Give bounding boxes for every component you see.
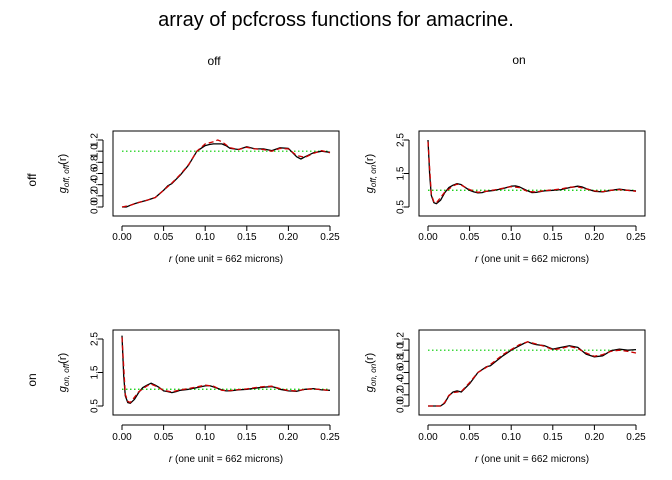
estimate-line <box>427 141 637 204</box>
x-tick-label: 0.10 <box>501 432 521 443</box>
y-axis-label: goff, on(r) <box>364 154 378 193</box>
y-tick-label: 0.6 <box>90 166 101 180</box>
y-tick-label: 1.5 <box>396 166 407 180</box>
estimate-line <box>428 341 637 407</box>
x-tick-label: 0.00 <box>418 232 438 243</box>
panel-on-off: 0.00 0.05 0.10 0.15 0.20 0.25 0.5 1.5 2.5 r (one … <box>57 329 340 465</box>
x-axis-label: r (one unit = 662 microns) <box>475 254 589 265</box>
y-tick-label: 0.2 <box>90 188 101 202</box>
y-tick-label: 0.0 <box>90 200 101 214</box>
y-tick-label: 0.8 <box>396 354 407 368</box>
x-tick-label: 0.25 <box>320 232 340 243</box>
y-tick-label: 1.2 <box>90 133 101 147</box>
x-tick-label: 0.05 <box>154 432 174 443</box>
y-tick-label: 0.4 <box>90 177 101 191</box>
x-axis-label: r (one unit = 662 microns) <box>169 454 283 465</box>
figure-title: array of pcfcross functions for amacrine… <box>158 9 514 31</box>
x-tick-label: 0.20 <box>279 432 299 443</box>
panel-on-on: 0.00 0.05 0.10 0.15 0.20 0.250.00.20.40.60.81… <box>364 329 646 465</box>
x-tick-label: 0.20 <box>279 232 299 243</box>
y-tick-label: 0.4 <box>396 376 407 390</box>
x-tick-label: 0.10 <box>501 232 521 243</box>
observed-line <box>121 335 331 404</box>
y-tick-label: 1.5 <box>90 365 101 379</box>
y-tick-label: 0.6 <box>396 365 407 379</box>
x-tick-label: 0.20 <box>585 432 605 443</box>
y-tick-label: 0.0 <box>396 399 407 413</box>
row-label-off: off <box>25 173 39 187</box>
x-tick-label: 0.25 <box>320 432 340 443</box>
y-tick-label: 2.5 <box>90 332 101 346</box>
x-tick-label: 0.15 <box>543 232 563 243</box>
x-tick-label: 0.00 <box>112 232 132 243</box>
y-tick-label: 1.0 <box>90 144 101 158</box>
y-axis-label: gon, off(r) <box>57 353 71 392</box>
y-tick-label: 0.5 <box>396 200 407 214</box>
observed-line <box>428 341 637 407</box>
plot-frame <box>112 329 340 416</box>
observed-line <box>427 139 637 205</box>
y-tick-label: 1.2 <box>396 332 407 346</box>
x-axis-label: r (one unit = 662 microns) <box>169 254 283 265</box>
panel-off-on: 0.00 0.05 0.10 0.15 0.20 0.25 0.5 1.5 2.5 r (one … <box>364 130 646 265</box>
x-tick-label: 0.10 <box>195 232 215 243</box>
x-tick-label: 0.05 <box>460 232 480 243</box>
column-label-on: on <box>512 53 525 67</box>
column-label-off: off <box>207 54 221 68</box>
plot-frame <box>112 130 340 217</box>
x-tick-label: 0.20 <box>585 232 605 243</box>
x-tick-label: 0.15 <box>237 232 257 243</box>
y-axis-label: gon, on(r) <box>364 353 378 392</box>
x-axis-label: r (one unit = 662 microns) <box>475 454 589 465</box>
estimate-line <box>121 337 331 404</box>
x-tick-label: 0.05 <box>154 232 174 243</box>
y-axis-label: goff, off(r) <box>57 154 71 193</box>
y-tick-label: 0.8 <box>90 155 101 169</box>
plot-frame <box>418 329 646 416</box>
x-tick-label: 0.10 <box>195 432 215 443</box>
x-tick-label: 0.25 <box>626 432 646 443</box>
x-tick-label: 0.05 <box>460 432 480 443</box>
x-tick-label: 0.00 <box>418 432 438 443</box>
y-tick-label: 1.0 <box>396 343 407 357</box>
row-label-on: on <box>25 373 39 386</box>
y-tick-label: 2.5 <box>396 133 407 147</box>
y-tick-label: 0.5 <box>90 399 101 413</box>
x-tick-label: 0.15 <box>543 432 563 443</box>
x-tick-label: 0.15 <box>237 432 257 443</box>
plot-frame <box>418 130 646 217</box>
y-tick-label: 0.2 <box>396 387 407 401</box>
estimate-line <box>121 139 331 208</box>
panel-off-off: 0.00 0.05 0.10 0.15 0.20 0.250.00.20.40.60.81… <box>57 130 340 265</box>
x-tick-label: 0.25 <box>626 232 646 243</box>
x-tick-label: 0.00 <box>112 432 132 443</box>
